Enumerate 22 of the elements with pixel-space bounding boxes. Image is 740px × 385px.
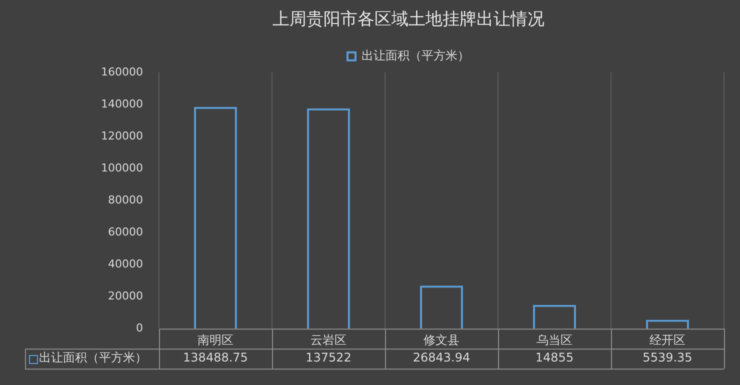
chart-title: 上周贵阳市各区域土地挂牌出让情况 xyxy=(272,10,544,30)
y-tick-label: 60000 xyxy=(108,225,143,238)
x-tick-label: 南明区 xyxy=(197,332,234,347)
x-tick-label: 修文县 xyxy=(423,332,460,347)
y-tick-label: 160000 xyxy=(100,65,143,78)
y-tick-label: 120000 xyxy=(100,129,143,142)
data-label: 137522 xyxy=(306,350,352,365)
y-tick-label: 40000 xyxy=(108,257,143,270)
data-label: 14855 xyxy=(535,350,574,365)
y-tick-label: 140000 xyxy=(100,97,143,110)
y-tick-label: 80000 xyxy=(108,193,143,206)
data-label: 26843.94 xyxy=(412,350,470,365)
text: 出让面积（平方米） xyxy=(39,350,147,365)
y-tick-label: 0 xyxy=(136,321,143,334)
x-tick-label: 云岩区 xyxy=(310,332,346,347)
data-label: 138488.75 xyxy=(183,350,248,365)
y-tick-label: 20000 xyxy=(108,289,143,302)
y-tick-label: 100000 xyxy=(100,161,143,174)
x-tick-label: 经开区 xyxy=(650,332,686,347)
data-label: 5539.35 xyxy=(642,350,692,365)
x-tick-label: 乌当区 xyxy=(536,332,572,347)
legend-label: 出让面积（平方米） xyxy=(362,48,470,63)
